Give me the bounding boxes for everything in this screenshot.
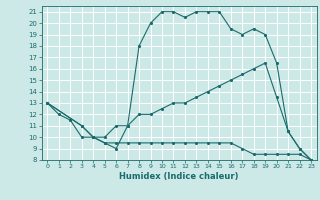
X-axis label: Humidex (Indice chaleur): Humidex (Indice chaleur) (119, 172, 239, 181)
